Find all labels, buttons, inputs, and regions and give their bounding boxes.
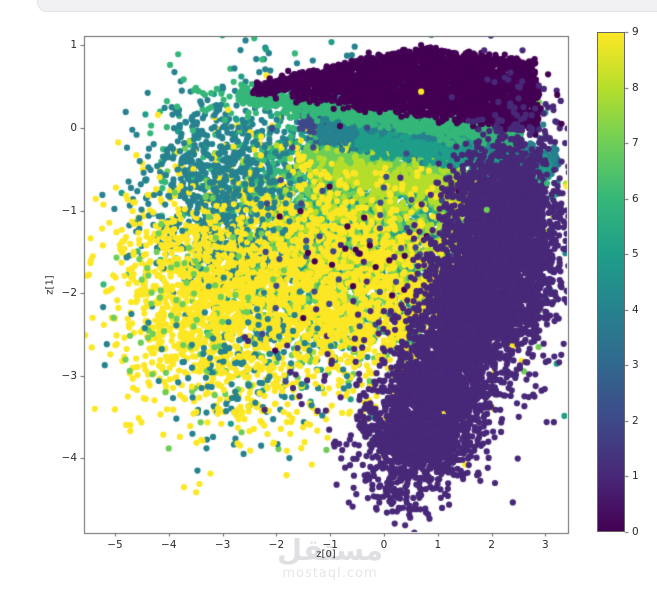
x-tick-label: 1 (434, 539, 442, 551)
y-tick-label: −1 (61, 204, 77, 217)
x-tick-label: −3 (214, 539, 231, 551)
x-tick-label: 2 (488, 539, 495, 551)
y-tick-label: 0 (70, 122, 77, 134)
x-tick-label: −5 (107, 539, 123, 551)
x-tick-label: −1 (322, 539, 338, 551)
colorbar-tick-label: 8 (632, 81, 639, 94)
y-tick-label: −4 (61, 452, 77, 465)
colorbar-tick-label: 6 (632, 192, 639, 205)
y-tick-label: −3 (61, 369, 77, 382)
colorbar-tick-label: 7 (632, 137, 639, 150)
x-tick-label: 3 (542, 539, 549, 551)
x-axis-label: z[0] (316, 549, 336, 560)
x-tick-label: −2 (268, 539, 285, 551)
colorbar-tick-label: 5 (632, 248, 639, 261)
colorbar-tick-label: 9 (632, 26, 639, 38)
x-tick-label: 0 (380, 539, 388, 551)
y-axis-label: z[1] (44, 274, 56, 295)
y-tick-label: 1 (70, 39, 77, 52)
colorbar-tick-label: 3 (632, 359, 639, 372)
colorbar-tick-label: 1 (632, 470, 639, 483)
colorbar (597, 32, 625, 532)
colorbar-tick-label: 2 (632, 414, 639, 427)
x-tick-label: −4 (161, 539, 177, 551)
y-tick-label: −2 (61, 287, 77, 300)
colorbar-tick-label: 0 (632, 526, 639, 538)
colorbar-tick-label: 4 (632, 303, 639, 316)
